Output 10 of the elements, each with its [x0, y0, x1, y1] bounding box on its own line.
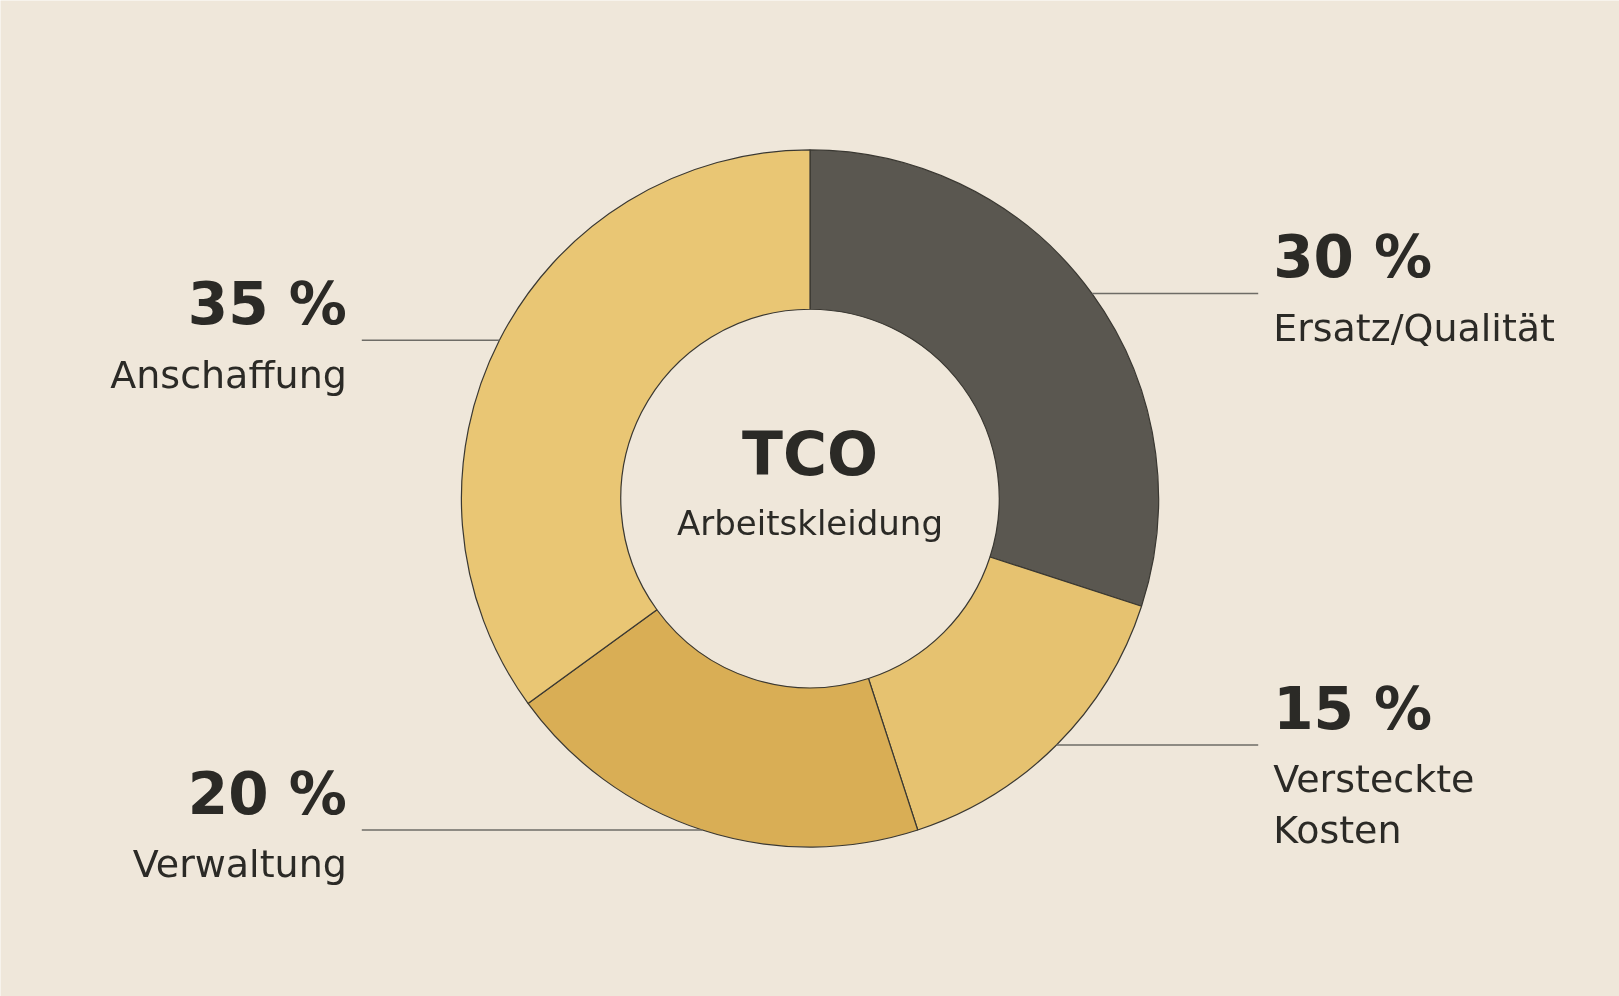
- data-label: 35 %: [187, 269, 347, 338]
- slice-label: Anschaffung: [110, 352, 347, 397]
- slice-label: Versteckte Kosten: [1273, 757, 1475, 853]
- data-label: 15 %: [1273, 674, 1433, 743]
- text: Arbeitskleidung: [677, 503, 943, 544]
- slice-label: Verwaltung: [132, 842, 347, 887]
- slice-label: Ersatz/Qualität: [1273, 306, 1555, 351]
- data-label: 30 %: [1273, 223, 1433, 292]
- data-label: 20 %: [187, 759, 347, 828]
- text: TCO: [742, 418, 878, 489]
